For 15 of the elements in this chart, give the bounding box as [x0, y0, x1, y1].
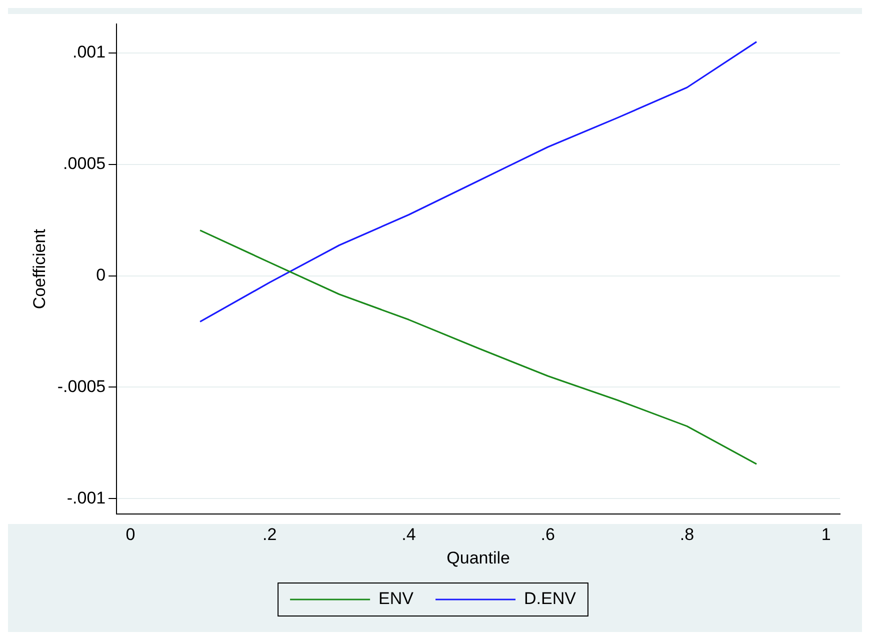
y-tick-label: -.001 [66, 488, 106, 508]
legend-label: ENV [378, 589, 414, 608]
x-tick-label: .8 [680, 525, 694, 544]
x-tick-label: .6 [540, 525, 555, 544]
y-tick-label: 0 [96, 265, 106, 284]
y-tick-label: -.0005 [57, 376, 106, 396]
y-axis-title: Coefficient [30, 228, 49, 310]
x-tick-label: 1 [821, 525, 831, 544]
x-tick-label: 0 [126, 525, 136, 544]
x-tick-label: .4 [402, 525, 416, 544]
y-tick-label: .0005 [63, 154, 106, 174]
y-tick-label: .001 [72, 42, 106, 62]
x-tick-label: .2 [262, 525, 277, 544]
x-axis-title: Quantile [446, 548, 510, 568]
legend-label: D.ENV [524, 589, 577, 608]
